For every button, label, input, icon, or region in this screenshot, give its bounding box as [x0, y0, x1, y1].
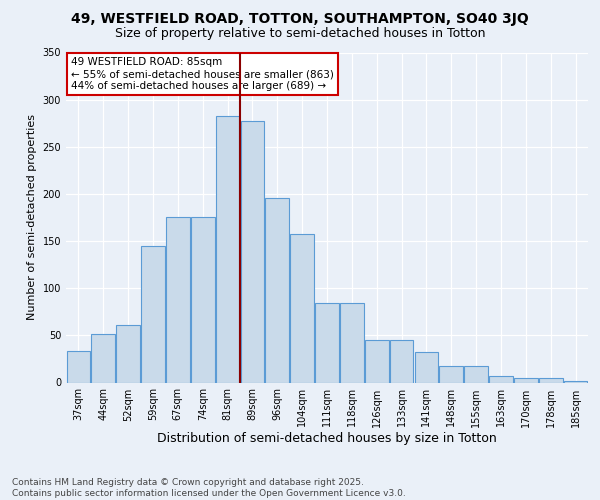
Text: 49, WESTFIELD ROAD, TOTTON, SOUTHAMPTON, SO40 3JQ: 49, WESTFIELD ROAD, TOTTON, SOUTHAMPTON,…: [71, 12, 529, 26]
Bar: [91, 334, 115, 382]
Bar: [489, 376, 513, 382]
Bar: [439, 366, 463, 382]
Bar: [191, 216, 215, 382]
Text: Size of property relative to semi-detached houses in Totton: Size of property relative to semi-detach…: [115, 28, 485, 40]
Bar: [340, 304, 364, 382]
Y-axis label: Number of semi-detached properties: Number of semi-detached properties: [27, 114, 37, 320]
Bar: [564, 380, 587, 382]
X-axis label: Distribution of semi-detached houses by size in Totton: Distribution of semi-detached houses by …: [157, 432, 497, 446]
Bar: [365, 340, 389, 382]
Bar: [166, 216, 190, 382]
Bar: [464, 366, 488, 382]
Bar: [290, 234, 314, 382]
Text: Contains HM Land Registry data © Crown copyright and database right 2025.
Contai: Contains HM Land Registry data © Crown c…: [12, 478, 406, 498]
Bar: [216, 116, 239, 382]
Bar: [514, 378, 538, 382]
Bar: [265, 198, 289, 382]
Text: 49 WESTFIELD ROAD: 85sqm
← 55% of semi-detached houses are smaller (863)
44% of : 49 WESTFIELD ROAD: 85sqm ← 55% of semi-d…: [71, 58, 334, 90]
Bar: [241, 122, 264, 382]
Bar: [390, 340, 413, 382]
Bar: [415, 352, 438, 382]
Bar: [67, 352, 90, 382]
Bar: [116, 325, 140, 382]
Bar: [141, 246, 165, 382]
Bar: [539, 378, 563, 382]
Bar: [315, 304, 339, 382]
